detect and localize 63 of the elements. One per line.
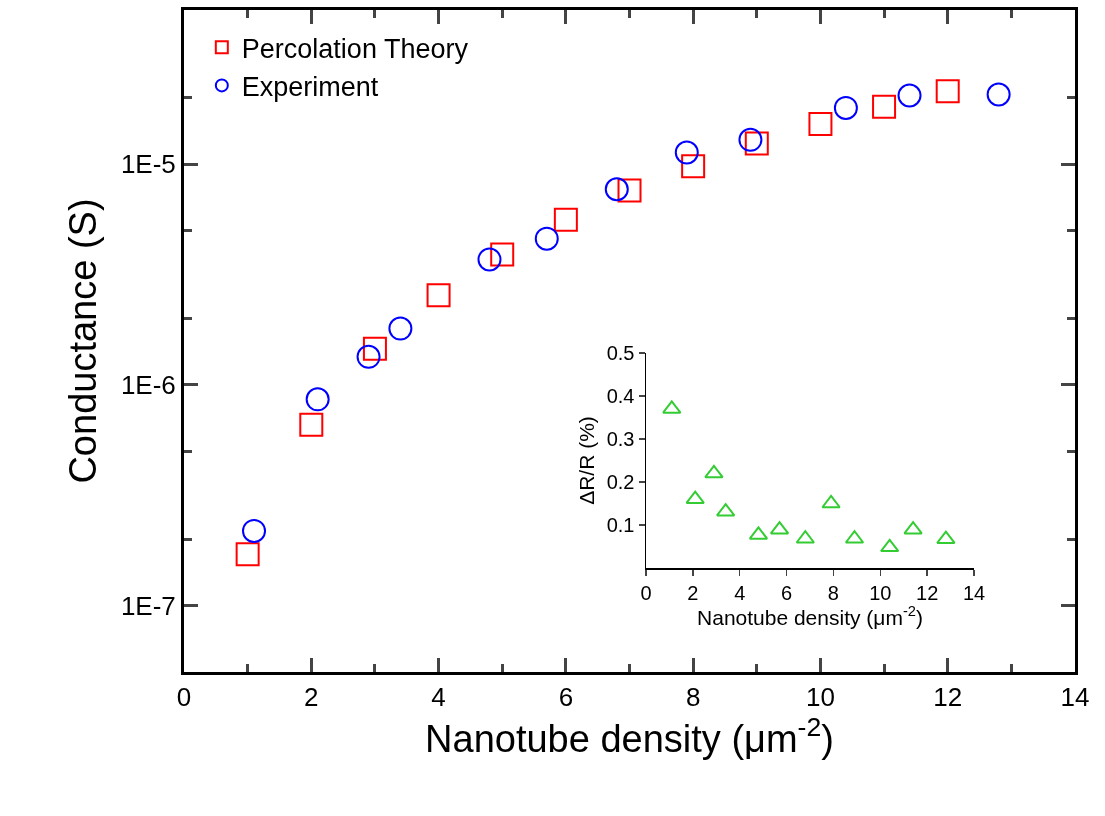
point — [808, 112, 833, 137]
point — [604, 177, 629, 202]
y-tick-label: 0.5 — [606, 342, 635, 364]
x-tick-label: 12 — [933, 682, 963, 713]
y-tick-label: 1E-6 — [120, 370, 176, 401]
x-tick-label: 0 — [176, 682, 192, 713]
y-tick-label: 0.2 — [606, 471, 635, 493]
point — [897, 83, 922, 108]
x-tick-label: 6 — [781, 581, 793, 604]
point — [872, 94, 897, 119]
y-tick-label: 0.4 — [606, 385, 635, 407]
point — [903, 521, 923, 535]
point — [299, 412, 324, 437]
point — [986, 82, 1011, 107]
x-tick-label: 2 — [687, 581, 699, 604]
point — [490, 242, 515, 267]
x-tick-label: 4 — [431, 682, 446, 713]
point — [685, 490, 705, 504]
point — [821, 495, 841, 509]
point — [662, 400, 682, 414]
y-tick-label: 0.3 — [606, 428, 635, 450]
x-axis-title: Nanotube density (μm$^{-2}$) — [697, 603, 923, 630]
x-tick-label: 14 — [962, 581, 986, 604]
x-axis-title: Nanotube density (μm$^{-2}$) — [425, 712, 834, 761]
point — [553, 207, 578, 232]
point — [744, 131, 769, 156]
x-tick-label: 0 — [640, 581, 652, 604]
x-tick-label: 6 — [558, 682, 574, 713]
x-tick-label: 12 — [916, 581, 939, 604]
point — [617, 178, 642, 203]
point — [534, 226, 559, 251]
point — [833, 95, 858, 120]
point — [681, 154, 706, 179]
legend-label: Experiment — [241, 71, 379, 102]
point — [716, 503, 736, 517]
point — [795, 530, 815, 544]
x-tick-label: 4 — [734, 581, 746, 604]
point — [242, 518, 267, 543]
x-tick-label: 10 — [869, 581, 892, 604]
point — [426, 283, 451, 308]
x-tick-label: 8 — [685, 682, 701, 713]
point — [356, 344, 381, 369]
x-tick-label: 8 — [827, 581, 839, 604]
point — [362, 336, 387, 361]
legend-label: Percolation Theory — [241, 33, 469, 64]
point — [880, 538, 900, 553]
point — [305, 387, 330, 412]
y-axis-title: Conductance (S) — [62, 198, 104, 484]
y-tick-label: 1E-7 — [120, 590, 176, 621]
x-tick-label: 2 — [304, 682, 319, 713]
point — [235, 542, 260, 567]
point — [935, 79, 960, 104]
y-tick-label: 0.1 — [606, 514, 635, 536]
point — [674, 140, 699, 165]
point — [738, 127, 763, 152]
point — [477, 247, 502, 272]
y-axis-title: ΔR/R (%) — [574, 416, 598, 505]
point — [936, 530, 956, 544]
y-tick-label: 1E-5 — [120, 149, 176, 180]
x-tick-label: 14 — [1060, 682, 1090, 713]
point — [704, 464, 724, 479]
x-tick-label: 10 — [805, 682, 835, 713]
point — [388, 316, 413, 341]
